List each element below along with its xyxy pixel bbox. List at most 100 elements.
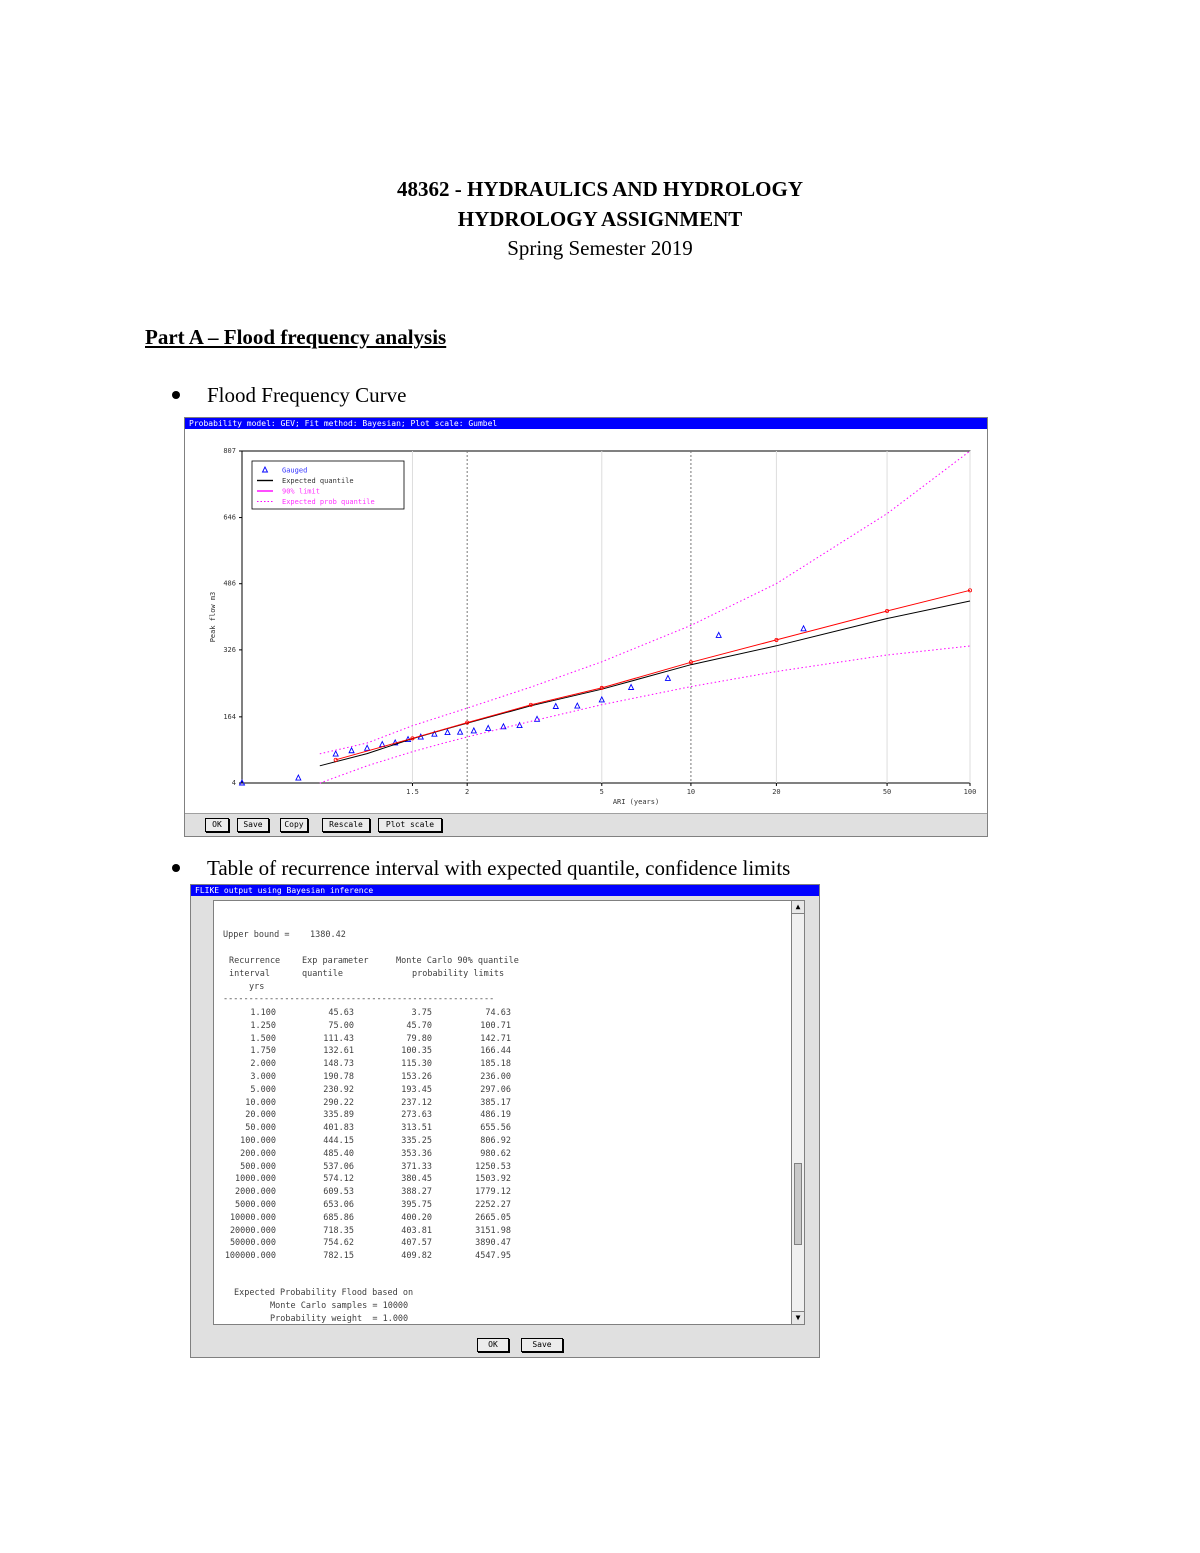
table-cell: 132.61 xyxy=(323,1046,354,1057)
y-tick-label: 486 xyxy=(223,580,236,588)
scroll-down-icon[interactable]: ▼ xyxy=(792,1311,804,1324)
col-header-ri-3: yrs xyxy=(249,982,265,992)
footer-note-2: Monte Carlo samples = 10000 xyxy=(270,1301,409,1311)
flood-frequency-chart: 4 164 326 486 646 807 1.5 2 5 10 20 50 100 ARI (years… xyxy=(209,447,977,806)
table-cell: 335.25 xyxy=(401,1136,432,1146)
legend-box xyxy=(251,460,405,510)
ok-button[interactable]: OK xyxy=(205,818,229,832)
col-header-ri-1: Recurrence xyxy=(229,956,281,966)
expected-prob-point xyxy=(774,637,779,642)
gauged-point xyxy=(552,702,560,709)
table-cell: 3.75 xyxy=(411,1008,432,1018)
expected-prob-point xyxy=(465,720,470,725)
table-cell: 20.000 xyxy=(245,1110,276,1121)
table-cell: 485.40 xyxy=(323,1148,354,1159)
table-cell: 20000.000 xyxy=(229,1225,276,1236)
table-cell: 1503.92 xyxy=(475,1174,511,1185)
table-cell: 401.83 xyxy=(323,1123,354,1134)
col-header-lim-2: probability limits xyxy=(412,969,505,979)
gauged-point xyxy=(456,728,464,735)
col-header-q-1: Exp parameter xyxy=(302,956,369,966)
gauged-point xyxy=(444,728,451,736)
expected-prob-point xyxy=(688,660,693,665)
gauged-point xyxy=(574,702,581,709)
table-cell: 353.36 xyxy=(401,1148,432,1159)
table-cell: 190.78 xyxy=(323,1072,354,1082)
table-cell: 486.19 xyxy=(480,1110,511,1121)
table-cell: 74.63 xyxy=(485,1008,511,1018)
gauged-point xyxy=(332,750,339,757)
copy-button[interactable]: Copy xyxy=(280,818,308,832)
table-cell: 444.15 xyxy=(323,1136,354,1146)
series-line xyxy=(335,589,971,761)
table-cell: 500.000 xyxy=(240,1161,276,1172)
table-cell: 4547.95 xyxy=(475,1251,511,1262)
table-divider: ----------------------------------------… xyxy=(223,994,495,1004)
table-cell: 236.00 xyxy=(480,1072,511,1082)
y-tick-label: 164 xyxy=(223,713,236,721)
table-cell: 980.62 xyxy=(480,1148,511,1159)
course-title: 48362 - HYDRAULICS AND HYDROLOGY xyxy=(396,177,804,201)
table-cell: 2252.27 xyxy=(475,1200,511,1210)
bullet-curve: Flood Frequency Curve xyxy=(172,383,406,408)
gauged-point xyxy=(470,726,478,734)
save-button[interactable]: Save xyxy=(521,1338,563,1352)
table-cell: 806.92 xyxy=(480,1136,511,1146)
table-cell: 407.57 xyxy=(401,1238,432,1249)
table-cell: 10000.000 xyxy=(229,1212,276,1223)
table-cell: 574.12 xyxy=(323,1174,354,1185)
table-cell: 1.250 xyxy=(250,1020,276,1031)
table-cell: 400.20 xyxy=(401,1212,432,1223)
x-tick-label: 100 xyxy=(964,788,977,796)
scrollbar-thumb[interactable] xyxy=(794,1163,802,1245)
table-cell: 100000.000 xyxy=(224,1251,276,1262)
series-line xyxy=(319,450,971,755)
table-cell: 385.17 xyxy=(480,1097,511,1108)
ok-button[interactable]: OK xyxy=(477,1338,509,1352)
table-cell: 655.56 xyxy=(480,1123,511,1134)
x-tick-label: 50 xyxy=(883,788,891,796)
scroll-up-icon[interactable]: ▲ xyxy=(792,901,804,914)
table-cell: 3151.98 xyxy=(475,1225,511,1236)
save-button[interactable]: Save xyxy=(237,818,269,832)
table-cell: 100.000 xyxy=(240,1136,276,1146)
table-cell: 313.51 xyxy=(401,1123,432,1134)
series-line xyxy=(319,600,971,767)
table-cell: 403.81 xyxy=(401,1225,432,1236)
table-cell: 388.27 xyxy=(401,1187,432,1198)
gauged-point xyxy=(664,674,672,681)
table-cell: 5000.000 xyxy=(235,1200,276,1210)
expected-prob-point xyxy=(528,702,533,707)
table-cell: 111.43 xyxy=(323,1033,354,1044)
rescale-button[interactable]: Rescale xyxy=(322,818,370,832)
table-cell: 166.44 xyxy=(480,1046,511,1057)
gauged-point xyxy=(363,744,371,751)
table-cell: 395.75 xyxy=(401,1200,432,1210)
table-cell: 653.06 xyxy=(323,1200,354,1210)
vertical-scrollbar[interactable]: ▲ ▼ xyxy=(791,901,804,1324)
y-tick-label: 646 xyxy=(223,514,236,522)
table-cell: 79.80 xyxy=(406,1033,432,1044)
table-cell: 718.35 xyxy=(323,1225,354,1236)
y-tick-label: 326 xyxy=(223,646,236,654)
plot-scale-button[interactable]: Plot scale xyxy=(378,818,442,832)
table-cell: 782.15 xyxy=(323,1251,354,1262)
table-cell: 537.06 xyxy=(323,1161,354,1172)
table-cell: 10.000 xyxy=(245,1097,276,1108)
table-cell: 2.000 xyxy=(250,1059,276,1070)
table-cell: 335.89 xyxy=(323,1110,354,1121)
bullet-dot xyxy=(172,391,180,400)
y-tick-label: 4 xyxy=(232,779,236,787)
semester-subtitle: Spring Semester 2019 xyxy=(507,236,693,260)
col-header-lim-1: Monte Carlo 90% quantile xyxy=(396,956,519,966)
footer-note-1: Expected Probability Flood based on xyxy=(234,1288,414,1298)
expected-prob-point xyxy=(885,609,890,614)
gauged-point xyxy=(295,774,302,781)
legend-label: Expected prob quantile xyxy=(282,498,375,506)
table-cell: 290.22 xyxy=(323,1097,354,1108)
table-cell: 1.100 xyxy=(250,1008,276,1018)
x-tick-label: 1.5 xyxy=(406,788,419,796)
expected-prob-point xyxy=(333,757,338,762)
series-line xyxy=(319,645,971,784)
gauged-point xyxy=(598,695,606,703)
